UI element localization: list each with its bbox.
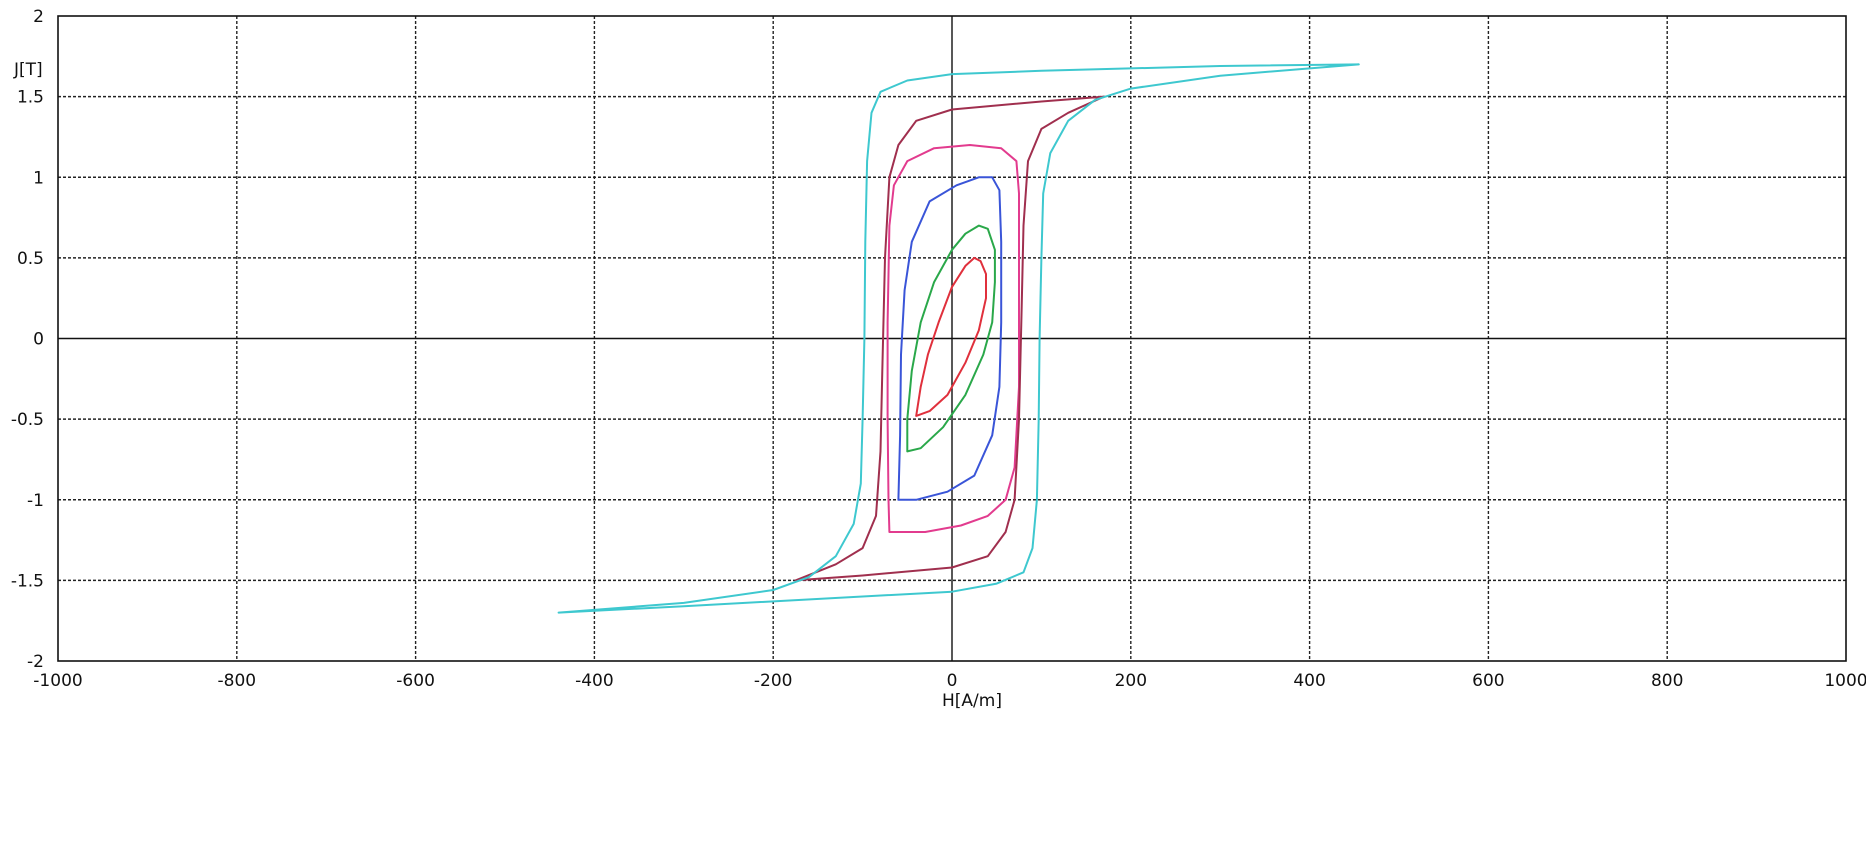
y-tick-label: 2 [33, 7, 44, 27]
y-axis-label: J[T] [13, 60, 43, 80]
y-tick-label: -0.5 [11, 410, 44, 430]
hysteresis-loop-6 [557, 63, 1360, 614]
grid [58, 16, 1846, 661]
x-tick-label: -400 [575, 671, 614, 691]
y-tick-label: -1 [27, 491, 44, 511]
plot-frame [57, 15, 1847, 662]
x-tick-label: -200 [754, 671, 793, 691]
x-tick-label: 0 [947, 671, 958, 691]
hysteresis-loop-4 [886, 144, 1020, 533]
tick-labels: -1000 -800 -600 -400 -200 0 200 400 600 800 1000 2 1… [11, 7, 1866, 691]
y-tick-label: 0.5 [17, 249, 44, 269]
x-tick-label: 400 [1293, 671, 1325, 691]
y-tick-label: 0 [33, 330, 44, 350]
hysteresis-loop-2 [906, 224, 996, 453]
x-axis-label: H[A/m] [942, 691, 1002, 711]
hysteresis-loop-1 [915, 256, 987, 417]
x-tick-label: 600 [1472, 671, 1504, 691]
x-tick-label: -600 [396, 671, 435, 691]
x-tick-label: 200 [1115, 671, 1147, 691]
hysteresis-loop-3 [897, 176, 1003, 501]
plot-border [57, 15, 1847, 662]
x-tick-label: -800 [218, 671, 257, 691]
x-tick-label: 800 [1651, 671, 1683, 691]
y-tick-label: -1.5 [11, 571, 44, 591]
y-tick-label: -2 [27, 652, 44, 672]
x-tick-label: -1000 [33, 671, 82, 691]
y-tick-label: 1 [33, 168, 44, 188]
x-tick-label: 1000 [1824, 671, 1866, 691]
y-tick-label: 1.5 [17, 88, 44, 108]
plot-area [557, 63, 1360, 614]
